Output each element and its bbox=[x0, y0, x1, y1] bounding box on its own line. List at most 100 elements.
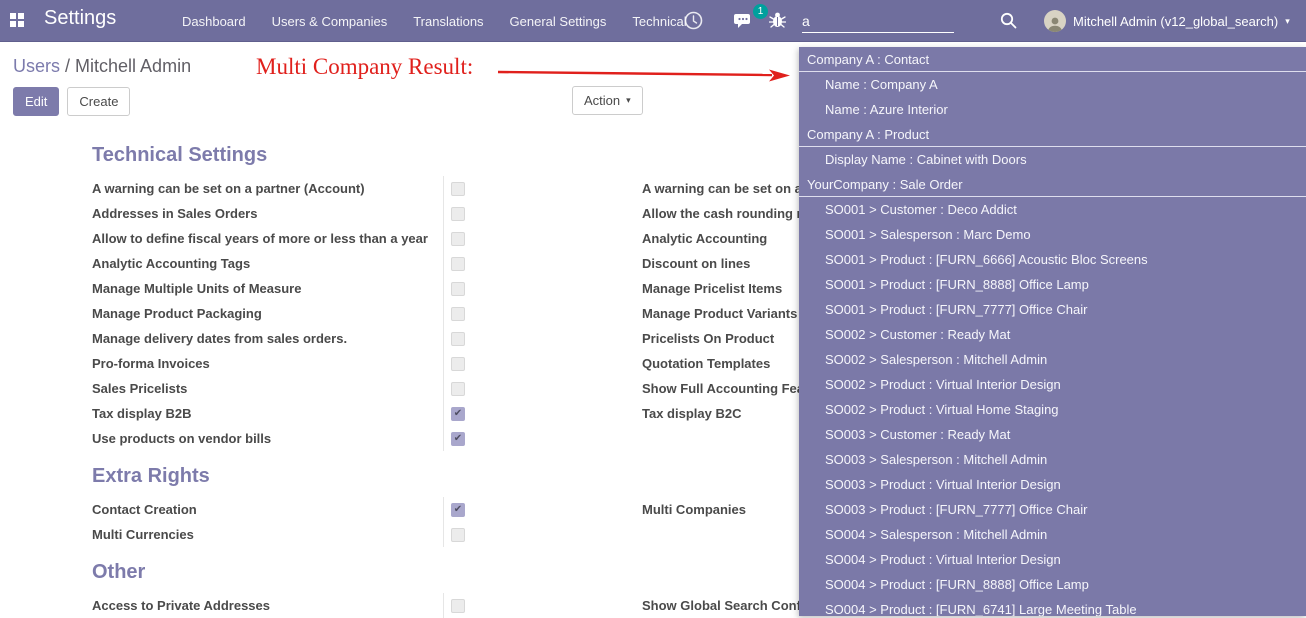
search-result-item[interactable]: SO002 > Customer : Ready Mat bbox=[825, 327, 1011, 342]
search-icon[interactable] bbox=[1000, 12, 1017, 34]
setting-label-right: Manage Pricelist Items bbox=[642, 281, 783, 296]
setting-label: Access to Private Addresses bbox=[92, 597, 271, 613]
checkbox-manage-multiple-units-of-measure[interactable] bbox=[451, 281, 465, 296]
checkbox-tax-display-b2b[interactable] bbox=[451, 406, 465, 421]
setting-label-right: Tax display B2C bbox=[642, 406, 742, 421]
settings-row: Contact Creation Multi Companies bbox=[92, 497, 806, 522]
nav-item-general-settings[interactable]: General Settings bbox=[509, 13, 607, 29]
checkbox-allow-to-define-fiscal-years-of-more-or-less-than-a-year[interactable] bbox=[451, 231, 465, 246]
checkbox-access-to-private-addresses[interactable] bbox=[451, 598, 465, 613]
search-result-item[interactable]: SO003 > Product : Virtual Interior Desig… bbox=[825, 477, 1061, 492]
create-button[interactable]: Create bbox=[67, 87, 131, 116]
messages-count-badge[interactable]: 1 bbox=[753, 4, 768, 19]
nav-item-translations[interactable]: Translations bbox=[413, 13, 484, 29]
breadcrumb-users-link[interactable]: Users bbox=[13, 56, 61, 76]
checkbox-pro-forma-invoices[interactable] bbox=[451, 356, 465, 371]
search-result-item[interactable]: SO004 > Product : Virtual Interior Desig… bbox=[825, 552, 1061, 567]
clock-icon[interactable] bbox=[684, 11, 703, 35]
bug-icon[interactable] bbox=[768, 11, 787, 34]
setting-label-right: Manage Product Variants bbox=[642, 306, 798, 321]
setting-label: Allow to define fiscal years of more or … bbox=[92, 230, 428, 246]
settings-row: Manage Product Packaging Manage Product … bbox=[92, 301, 806, 326]
setting-label-right: Analytic Accounting bbox=[642, 231, 768, 246]
main-menu: Dashboard Users & Companies Translations Ge… bbox=[182, 0, 687, 42]
setting-label: Contact Creation bbox=[92, 501, 197, 517]
search-result-item[interactable]: SO004 > Product : [FURN_6741] Large Meet… bbox=[825, 602, 1137, 616]
setting-label: A warning can be set on a partner (Accou… bbox=[92, 180, 365, 196]
setting-label: Tax display B2B bbox=[92, 405, 192, 421]
search-result-item[interactable]: SO003 > Salesperson : Mitchell Admin bbox=[825, 452, 1048, 467]
search-result-item[interactable]: SO001 > Product : [FURN_6666] Acoustic B… bbox=[825, 252, 1148, 267]
checkbox-manage-delivery-dates-from-sales-orders[interactable] bbox=[451, 331, 465, 346]
nav-item-technical[interactable]: Technical bbox=[632, 13, 687, 29]
setting-label-right: Multi Companies bbox=[642, 502, 747, 517]
search-result-item[interactable]: SO003 > Product : [FURN_7777] Office Cha… bbox=[825, 502, 1088, 517]
search-result-item[interactable]: Name : Company A bbox=[825, 77, 938, 92]
global-search-input[interactable] bbox=[802, 9, 954, 33]
settings-row: Pro-forma Invoices Quotation Templates bbox=[92, 351, 806, 376]
user-menu[interactable]: Mitchell Admin (v12_global_search) ▾ bbox=[1044, 0, 1290, 42]
nav-item-users-companies[interactable]: Users & Companies bbox=[271, 13, 388, 29]
settings-row: Tax display B2B Tax display B2C bbox=[92, 401, 806, 426]
setting-label: Use products on vendor bills bbox=[92, 430, 272, 446]
global-search-dropdown: Company A : Contact Name : Company A Name … bbox=[799, 47, 1306, 616]
search-result-item[interactable]: SO003 > Customer : Ready Mat bbox=[825, 427, 1011, 442]
search-result-item[interactable]: SO002 > Product : Virtual Interior Desig… bbox=[825, 377, 1061, 392]
setting-label: Sales Pricelists bbox=[92, 380, 188, 396]
checkbox-a-warning-can-be-set-on-a-partner-account[interactable] bbox=[451, 181, 465, 196]
search-result-item[interactable]: SO004 > Salesperson : Mitchell Admin bbox=[825, 527, 1048, 542]
form-section: Extra Rights Contact Creation Multi Comp… bbox=[92, 463, 806, 547]
search-result-item[interactable]: SO004 > Product : [FURN_8888] Office Lam… bbox=[825, 577, 1089, 592]
settings-row: Manage delivery dates from sales orders.… bbox=[92, 326, 806, 351]
setting-label: Addresses in Sales Orders bbox=[92, 205, 258, 221]
apps-grid-icon[interactable] bbox=[10, 13, 24, 32]
nav-item-dashboard[interactable]: Dashboard bbox=[182, 13, 246, 29]
form-section: Technical Settings A warning can be set … bbox=[92, 142, 806, 451]
checkbox-sales-pricelists[interactable] bbox=[451, 381, 465, 396]
checkbox-manage-product-packaging[interactable] bbox=[451, 306, 465, 321]
settings-row: A warning can be set on a partner (Accou… bbox=[92, 176, 806, 201]
settings-row: Sales Pricelists Show Full Accounting Fe… bbox=[92, 376, 806, 401]
user-name: Mitchell Admin (v12_global_search) bbox=[1073, 13, 1279, 29]
settings-row: Use products on vendor bills bbox=[92, 426, 806, 451]
form-section: Other Access to Private Addresses Show G… bbox=[92, 559, 806, 618]
search-result-item[interactable]: SO001 > Salesperson : Marc Demo bbox=[825, 227, 1031, 242]
setting-label-right: Allow the cash rounding m bbox=[642, 206, 806, 221]
search-result-item[interactable]: SO001 > Customer : Deco Addict bbox=[825, 202, 1017, 217]
section-title: Technical Settings bbox=[92, 144, 268, 166]
form-button-row: Edit Create bbox=[13, 87, 131, 116]
settings-row: Addresses in Sales Orders Allow the cash… bbox=[92, 201, 806, 226]
search-result-group-header: Company A : Contact bbox=[799, 47, 1306, 72]
checkbox-addresses-in-sales-orders[interactable] bbox=[451, 206, 465, 221]
avatar bbox=[1044, 10, 1066, 32]
annotation-arrow bbox=[497, 69, 790, 82]
search-result-group-header: YourCompany : Sale Order bbox=[799, 172, 1306, 197]
setting-label-right: Show Full Accounting Fea bbox=[642, 381, 805, 396]
search-result-item[interactable]: Name : Azure Interior bbox=[825, 102, 948, 117]
checkbox-contact-creation[interactable] bbox=[451, 502, 465, 517]
section-rows: A warning can be set on a partner (Accou… bbox=[92, 176, 806, 451]
setting-label: Manage Multiple Units of Measure bbox=[92, 280, 302, 296]
checkbox-multi-currencies[interactable] bbox=[451, 527, 465, 542]
search-result-item[interactable]: SO002 > Product : Virtual Home Staging bbox=[825, 402, 1059, 417]
settings-row: Access to Private Addresses Show Global … bbox=[92, 593, 806, 618]
breadcrumb: Users / Mitchell Admin bbox=[13, 56, 191, 77]
edit-button[interactable]: Edit bbox=[13, 87, 60, 116]
checkbox-analytic-accounting-tags[interactable] bbox=[451, 256, 465, 271]
search-result-item[interactable]: Display Name : Cabinet with Doors bbox=[825, 152, 1027, 167]
setting-label-right: A warning can be set on a bbox=[642, 181, 802, 196]
checkbox-use-products-on-vendor-bills[interactable] bbox=[451, 431, 465, 446]
setting-label: Multi Currencies bbox=[92, 526, 194, 542]
search-result-item[interactable]: SO001 > Product : [FURN_8888] Office Lam… bbox=[825, 277, 1089, 292]
app-title[interactable]: Settings bbox=[44, 7, 117, 29]
search-result-group-header: Company A : Product bbox=[799, 122, 1306, 147]
annotation-text: Multi Company Result: bbox=[256, 54, 474, 79]
settings-form: Technical Settings A warning can be set … bbox=[92, 142, 806, 618]
messages-icon[interactable] bbox=[733, 11, 755, 36]
action-dropdown-button[interactable]: Action ▾ bbox=[572, 86, 643, 115]
breadcrumb-current: Mitchell Admin bbox=[75, 56, 192, 76]
settings-row: Analytic Accounting Tags Discount on lin… bbox=[92, 251, 806, 276]
search-result-item[interactable]: SO002 > Salesperson : Mitchell Admin bbox=[825, 352, 1048, 367]
chevron-down-icon: ▾ bbox=[626, 95, 631, 105]
search-result-item[interactable]: SO001 > Product : [FURN_7777] Office Cha… bbox=[825, 302, 1088, 317]
